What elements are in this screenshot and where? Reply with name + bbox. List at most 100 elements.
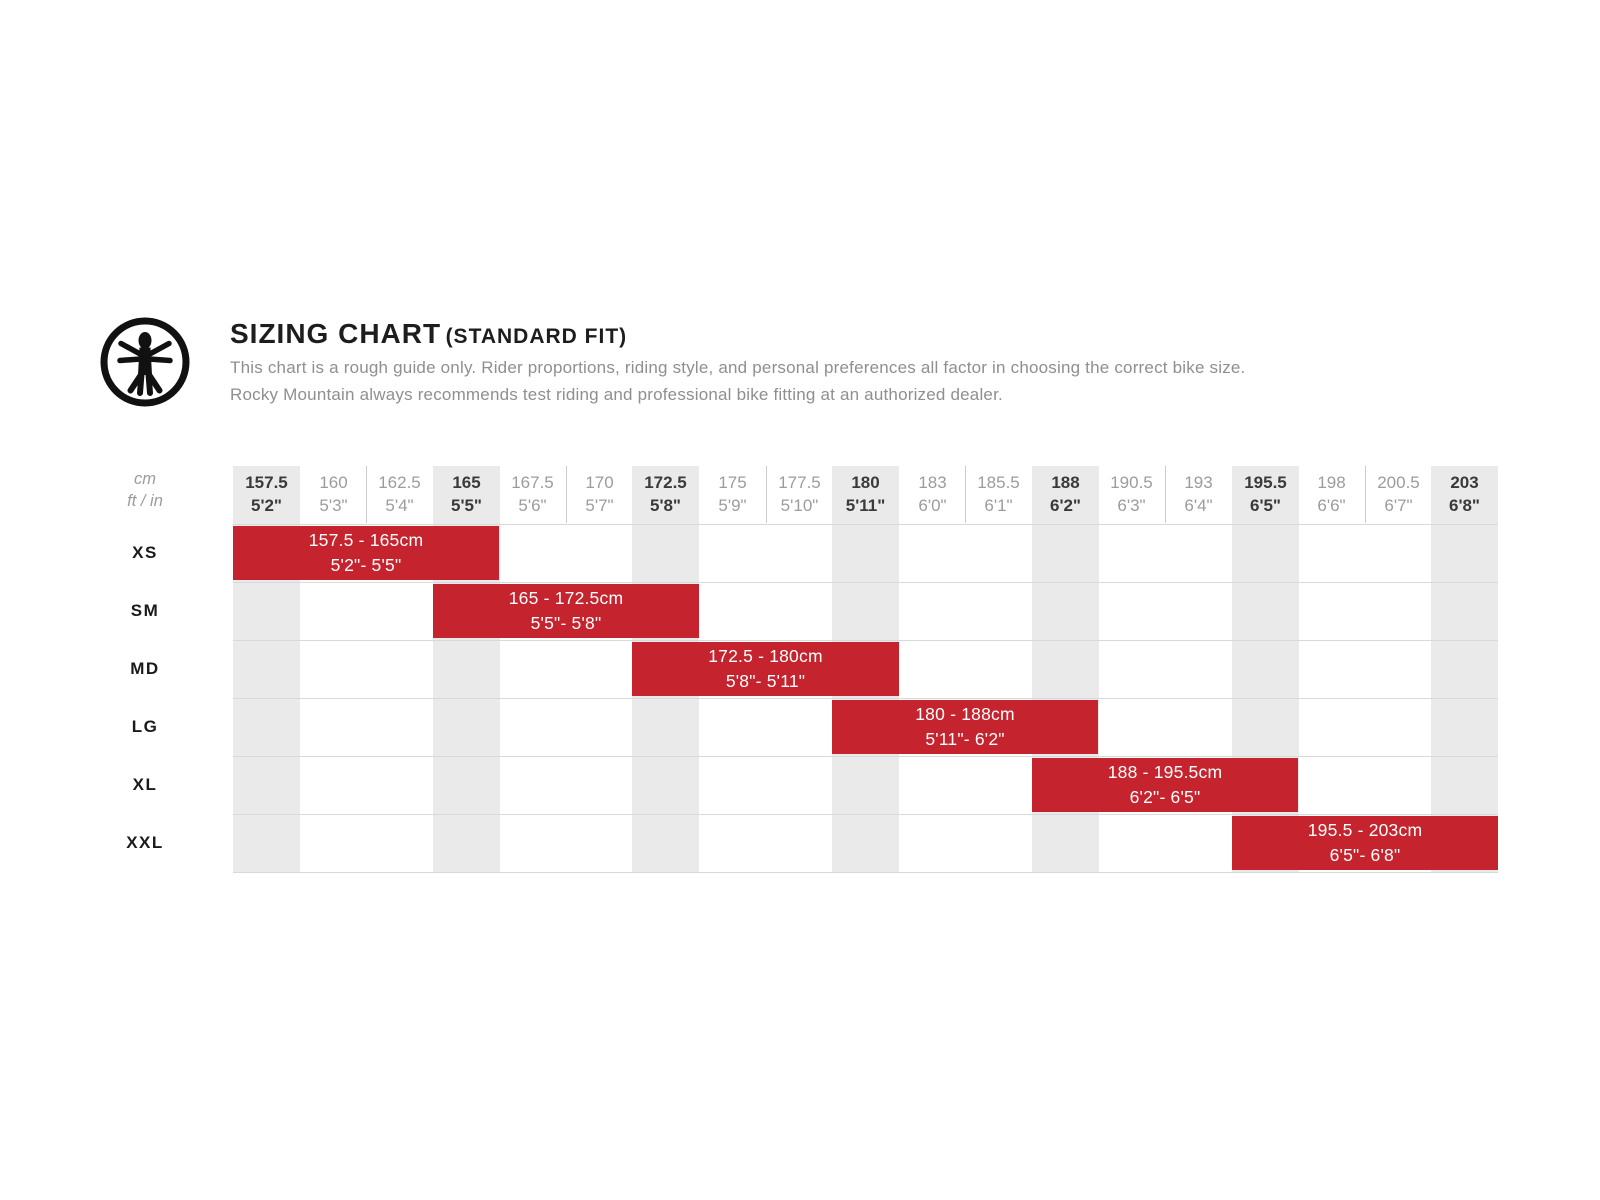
height-ftin: 6'4" <box>1184 496 1213 515</box>
height-ftin: 5'5" <box>450 496 482 515</box>
unit-labels: cm ft / in <box>100 468 190 512</box>
height-cm: 170 <box>585 473 614 492</box>
height-cm: 193 <box>1184 473 1213 492</box>
height-cm: 188 <box>1051 473 1080 492</box>
column-stripe <box>1431 466 1498 872</box>
height-cm: 203 <box>1450 473 1479 492</box>
table-bottom-border <box>233 872 1498 873</box>
height-ftin: 5'10" <box>780 496 819 515</box>
chart-description: This chart is a rough guide only. Rider … <box>230 354 1245 408</box>
size-range-bar-xl: 188 - 195.5cm 6'2"- 6'5" <box>1032 758 1298 812</box>
title-subtext: (STANDARD FIT) <box>445 325 628 348</box>
height-ftin: 6'5" <box>1249 496 1281 515</box>
height-column-header: 165 5'5" <box>433 466 500 524</box>
row-separator <box>233 640 1498 641</box>
height-column-header: 183 6'0" <box>899 466 966 524</box>
height-column-header: 198 6'6" <box>1298 466 1365 524</box>
height-ftin: 6'2" <box>1049 496 1081 515</box>
row-label-xs: XS <box>132 543 158 562</box>
height-cm: 200.5 <box>1377 473 1420 492</box>
height-cm: 195.5 <box>1244 473 1287 492</box>
height-ftin: 5'9" <box>718 496 747 515</box>
height-cm: 157.5 <box>245 473 288 492</box>
height-cm: 165 <box>452 473 481 492</box>
header-separator <box>766 466 767 523</box>
height-ftin: 5'4" <box>385 496 414 515</box>
size-range-bar-lg: 180 - 188cm 5'11"- 6'2" <box>832 700 1098 754</box>
height-column-header: 157.5 5'2" <box>233 466 300 524</box>
height-column-header: 170 5'7" <box>566 466 633 524</box>
range-ftin: 5'8"- 5'11" <box>725 671 806 691</box>
height-column-header: 203 6'8" <box>1431 466 1498 524</box>
unit-cm-label: cm <box>134 470 156 488</box>
size-range-bar-md: 172.5 - 180cm 5'8"- 5'11" <box>632 642 899 696</box>
height-ftin: 6'6" <box>1317 496 1346 515</box>
page-title: SIZING CHART (STANDARD FIT) <box>230 318 627 350</box>
height-cm: 167.5 <box>511 473 554 492</box>
height-column-header: 200.5 6'7" <box>1365 466 1432 524</box>
height-column-header: 188 6'2" <box>1032 466 1099 524</box>
unit-ftin-label: ft / in <box>127 492 163 510</box>
row-label-lg: LG <box>131 717 159 736</box>
height-ftin: 6'8" <box>1448 496 1480 515</box>
range-ftin: 6'2"- 6'5" <box>1129 787 1201 807</box>
row-separator <box>233 524 1498 525</box>
height-column-header: 180 5'11" <box>832 466 899 524</box>
size-range-bar-sm: 165 - 172.5cm 5'5"- 5'8" <box>433 584 699 638</box>
height-ftin: 5'11" <box>845 496 886 515</box>
row-separator <box>233 698 1498 699</box>
range-cm: 157.5 - 165cm <box>308 530 424 550</box>
description-line-2: Rocky Mountain always recommends test ri… <box>230 385 1003 404</box>
height-column-header: 195.5 6'5" <box>1232 466 1299 524</box>
height-cm: 198 <box>1317 473 1346 492</box>
height-cm: 172.5 <box>644 473 687 492</box>
header-separator <box>566 466 567 523</box>
description-line-1: This chart is a rough guide only. Rider … <box>230 358 1246 377</box>
height-ftin: 5'6" <box>518 496 547 515</box>
header-separator <box>965 466 966 523</box>
height-ftin: 5'8" <box>649 496 681 515</box>
height-column-header: 167.5 5'6" <box>499 466 566 524</box>
row-label-xl: XL <box>132 775 158 794</box>
height-column-header: 193 6'4" <box>1165 466 1232 524</box>
header-separator <box>1165 466 1166 523</box>
height-column-header: 162.5 5'4" <box>366 466 433 524</box>
row-separator <box>233 756 1498 757</box>
row-separator <box>233 814 1498 815</box>
height-column-header: 160 5'3" <box>300 466 367 524</box>
title-text: SIZING CHART <box>230 318 442 349</box>
height-column-header: 185.5 6'1" <box>965 466 1032 524</box>
height-ftin: 6'7" <box>1384 496 1413 515</box>
range-cm: 188 - 195.5cm <box>1107 762 1223 782</box>
height-cm: 177.5 <box>778 473 821 492</box>
sizing-table: 157.5 5'2" 160 5'3" 162.5 5'4" 165 5'5" … <box>233 466 1498 873</box>
height-column-header: 175 5'9" <box>699 466 766 524</box>
height-ftin: 6'3" <box>1117 496 1146 515</box>
row-label-xxl: XXL <box>126 833 164 852</box>
range-ftin: 5'5"- 5'8" <box>530 613 602 633</box>
row-label-md: MD <box>130 659 160 678</box>
height-ftin: 6'1" <box>984 496 1013 515</box>
range-cm: 180 - 188cm <box>915 704 1015 724</box>
height-ftin: 5'3" <box>319 496 348 515</box>
range-cm: 172.5 - 180cm <box>708 646 823 666</box>
header-separator <box>1365 466 1366 523</box>
height-cm: 183 <box>918 473 947 492</box>
range-cm: 195.5 - 203cm <box>1307 820 1423 840</box>
height-column-header: 190.5 6'3" <box>1098 466 1165 524</box>
size-range-bar-xs: 157.5 - 165cm 5'2"- 5'5" <box>233 526 499 580</box>
height-cm: 160 <box>319 473 348 492</box>
height-column-header: 177.5 5'10" <box>766 466 833 524</box>
height-cm: 190.5 <box>1110 473 1153 492</box>
height-ftin: 6'0" <box>918 496 947 515</box>
header-separator <box>366 466 367 523</box>
height-ftin: 5'7" <box>585 496 614 515</box>
height-cm: 175 <box>718 473 747 492</box>
height-cm: 185.5 <box>977 473 1020 492</box>
vitruvian-man-icon <box>99 316 191 408</box>
size-range-bar-xxl: 195.5 - 203cm 6'5"- 6'8" <box>1232 816 1498 870</box>
range-ftin: 5'11"- 6'2" <box>925 729 1005 749</box>
range-cm: 165 - 172.5cm <box>508 588 624 608</box>
row-label-sm: SM <box>130 601 160 620</box>
